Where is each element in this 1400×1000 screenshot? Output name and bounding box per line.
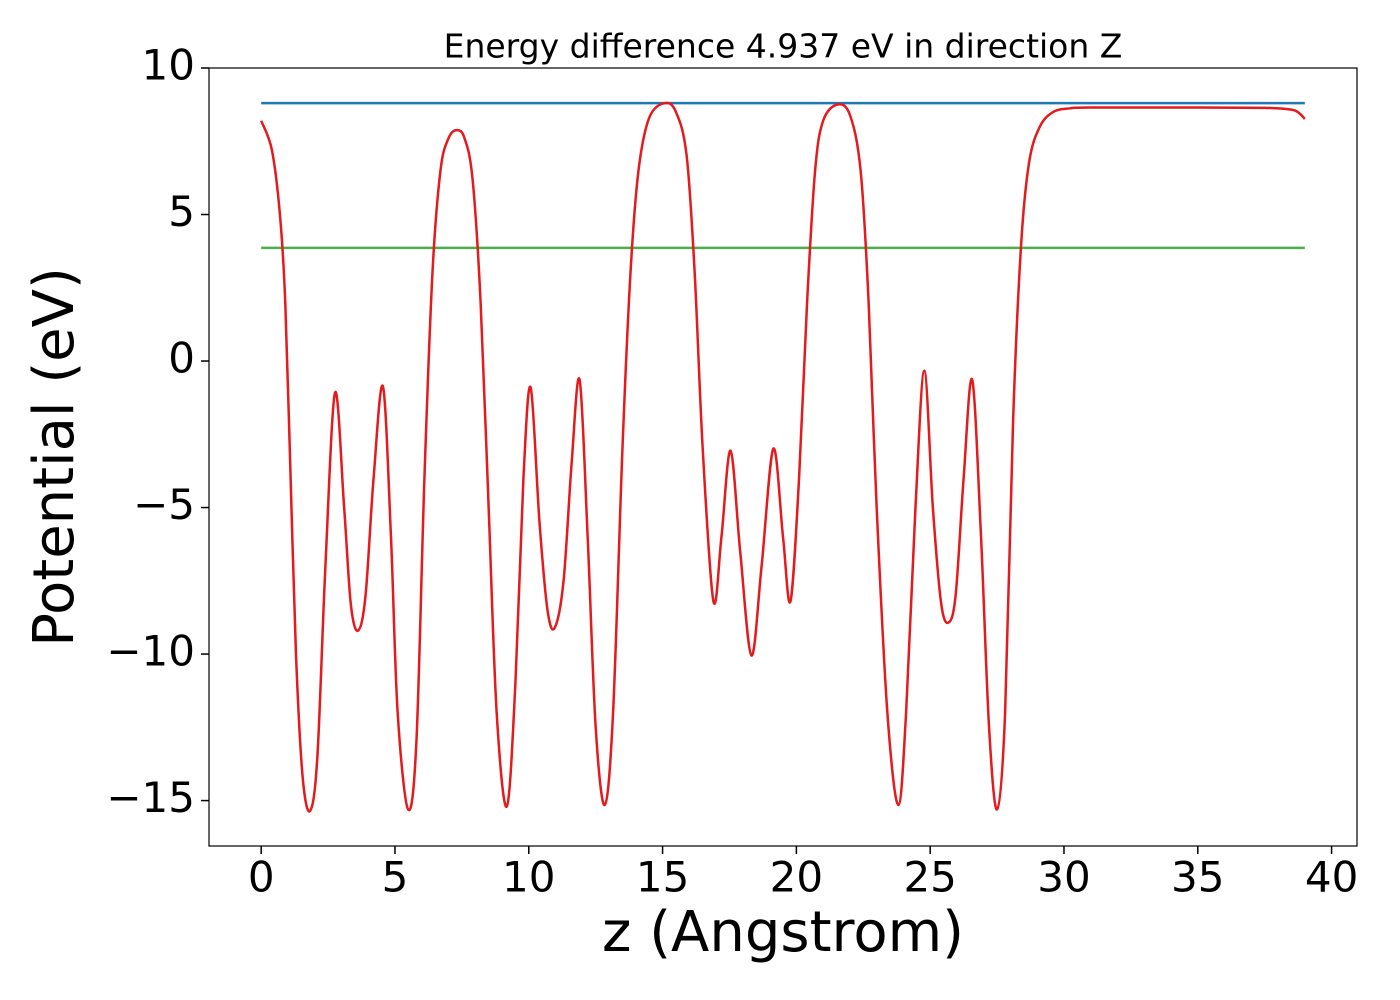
line [260,101,1306,813]
y-tick-label: −15 [106,773,195,822]
y-tick-label: 0 [168,334,195,383]
plot-frame [208,67,1358,847]
y-tick-label: 5 [168,187,195,236]
x-tick-label: 10 [502,853,555,902]
y-tick-label: −5 [133,480,195,529]
y-tick-label: 10 [142,41,195,90]
x-tick-label: 0 [248,853,275,902]
x-tick-label: 25 [903,853,956,902]
chart-title: Energy difference 4.937 eV in direction … [444,27,1123,66]
x-tick-label: 40 [1305,853,1358,902]
y-axis-label: Potential (eV) [22,267,87,647]
x-tick-label: 5 [382,853,409,902]
x-axis-label: z (Angstrom) [602,900,964,965]
x-tick-label: 30 [1037,853,1090,902]
x-tick-label: 15 [636,853,689,902]
x-tick-label: 35 [1171,853,1224,902]
x-tick-label: 20 [770,853,823,902]
y-tick-label: −10 [106,627,195,676]
